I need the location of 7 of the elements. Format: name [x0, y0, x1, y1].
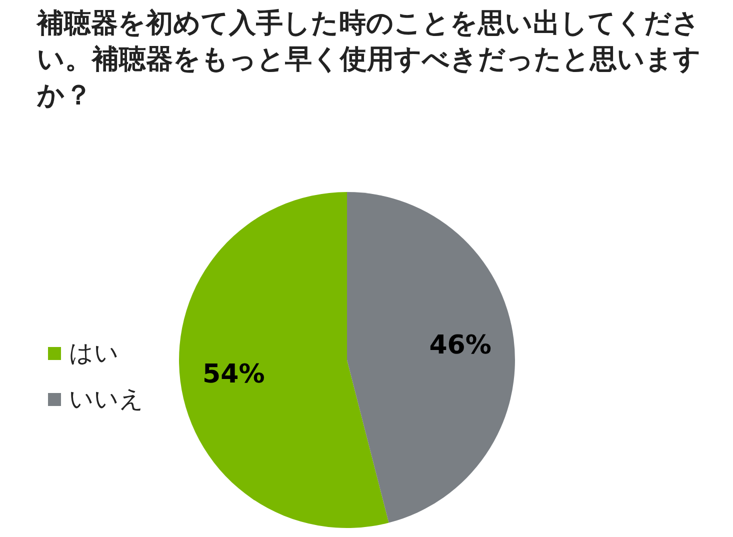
data-label: 54%	[202, 359, 265, 390]
pie-slice	[179, 192, 389, 528]
pie-slice	[347, 192, 515, 523]
legend-label: はい	[69, 338, 119, 369]
legend-label: いいえ	[69, 384, 144, 415]
chart-title: 補聴器を初めて入手した時のことを思い出してください。補聴器をもっと早く使用すべきだったと思いますか？	[37, 7, 702, 113]
data-label: 46%	[429, 330, 492, 361]
